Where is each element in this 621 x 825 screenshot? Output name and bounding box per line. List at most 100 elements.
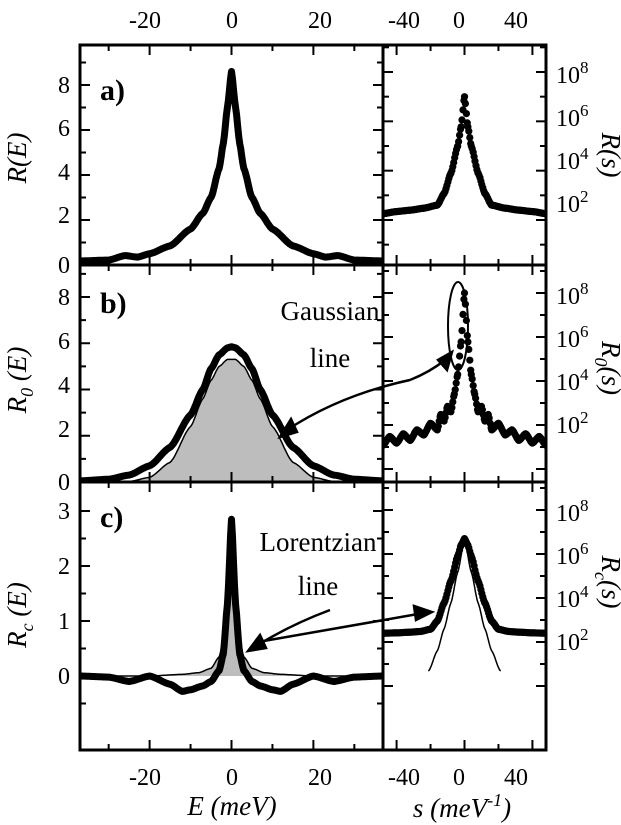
- fit-line: [428, 537, 501, 672]
- svg-text:104: 104: [556, 582, 589, 613]
- ytick-label-a: 0: [58, 253, 70, 279]
- log-tick-labels-b: 108 106 104 102: [556, 279, 589, 439]
- ytick-label-c: 2: [58, 554, 70, 580]
- y-axis-title-c-right: Rc(s): [591, 555, 621, 609]
- lorentzian-arrowhead-right: [412, 604, 436, 622]
- data-point: [455, 138, 463, 146]
- panel-c-right-plot: [383, 535, 546, 672]
- plot-area: [80, 68, 546, 695]
- ytick-label-b: 8: [58, 285, 70, 311]
- svg-text:104: 104: [556, 144, 589, 175]
- data-line: [80, 343, 383, 482]
- svg-text:108: 108: [556, 58, 589, 89]
- data-point: [451, 386, 459, 394]
- y-axis-title-a-right: R(s): [596, 132, 621, 178]
- svg-text:102: 102: [556, 408, 589, 439]
- gaussian-arrowhead-right: [436, 349, 455, 373]
- data-point: [469, 382, 477, 390]
- bottom-xtick-label: -20: [129, 765, 161, 791]
- svg-text:108: 108: [556, 279, 589, 310]
- panel-label-b: b): [100, 287, 127, 320]
- ytick-label-b: 2: [58, 417, 70, 443]
- y-axis-title-a-left: R(E): [2, 133, 32, 185]
- data-point: [465, 127, 473, 135]
- top-xtick-label: 0: [226, 8, 238, 34]
- annotation-lorentzian: Lorentzian: [260, 527, 377, 557]
- x-axis-title-left: E (meV): [186, 791, 276, 821]
- bottom-xtick-label: 40: [504, 765, 528, 791]
- data-point: [459, 310, 467, 318]
- gaussian-arrow-left: [286, 378, 411, 432]
- data-point: [468, 375, 476, 383]
- data-point: [457, 123, 465, 131]
- annotation-gaussian-line: line: [310, 343, 351, 373]
- panel-a-right-plot: [383, 93, 546, 218]
- panel-c-left-plot: [80, 515, 383, 695]
- y-axis-title-c-left: Rc (E): [2, 582, 37, 649]
- svg-text:104: 104: [556, 365, 589, 396]
- panel-a-left-plot: [80, 68, 383, 265]
- data-point: [454, 370, 462, 378]
- top-xtick-label: -40: [388, 8, 420, 34]
- svg-text:108: 108: [556, 496, 589, 527]
- gaussian-highlight-ellipse: [447, 281, 469, 371]
- data-point: [458, 327, 466, 335]
- annotation-lorentzian-line: line: [298, 571, 339, 601]
- data-point: [448, 404, 456, 412]
- svg-text:102: 102: [556, 187, 589, 218]
- svg-text:102: 102: [556, 625, 589, 656]
- ytick-label-b: 0: [58, 470, 70, 496]
- bottom-xtick-label: 0: [226, 765, 238, 791]
- top-xtick-label: 40: [504, 8, 528, 34]
- bottom-xtick-label: 0: [453, 765, 465, 791]
- ytick-label-a: 6: [58, 116, 70, 142]
- data-point: [456, 352, 464, 360]
- data-point: [462, 110, 470, 118]
- y-axis-title-b-right: R0(s): [591, 340, 621, 395]
- svg-text:106: 106: [556, 539, 589, 570]
- ytick-label-a: 8: [58, 73, 70, 99]
- svg-text:106: 106: [556, 101, 589, 132]
- lorentzian-arrow-right: [257, 612, 419, 644]
- annotation-gaussian: Gaussian: [281, 296, 380, 326]
- gaussian-arrowhead-left: [277, 416, 299, 440]
- data-point: [466, 356, 474, 364]
- tick-marks: [80, 45, 546, 750]
- ytick-label-c: 0: [58, 664, 70, 690]
- data-line: [80, 515, 383, 695]
- ytick-label-a: 4: [58, 160, 70, 186]
- top-xtick-label: -20: [129, 8, 161, 34]
- log-tick-labels-a: 108 106 104 102: [556, 58, 589, 218]
- fill-area: [80, 359, 383, 482]
- panel-b-right-plot: [383, 289, 546, 449]
- x-axis-title-right: s (meV-1): [413, 790, 511, 823]
- y-axis-title-b-left: R0 (E): [2, 347, 37, 415]
- data-point: [449, 398, 457, 406]
- fill-area: [80, 524, 383, 676]
- bottom-xtick-label: 20: [308, 765, 332, 791]
- data-point: [466, 134, 474, 142]
- bottom-xtick-label: -40: [388, 765, 420, 791]
- data-point: [456, 131, 464, 139]
- arrows: [245, 281, 469, 653]
- top-xtick-label: 0: [453, 8, 465, 34]
- panel-label-c: c): [100, 501, 123, 534]
- data-point: [460, 93, 469, 101]
- ytick-label-c: 3: [58, 499, 70, 525]
- data-line: [80, 68, 383, 265]
- ytick-label-c: 1: [58, 609, 70, 635]
- svg-text:106: 106: [556, 322, 589, 353]
- ytick-label-b: 4: [58, 373, 70, 399]
- log-tick-labels-c: 108 106 104 102: [556, 496, 589, 656]
- data-point: [472, 394, 480, 402]
- data-point: [458, 116, 466, 124]
- data-point: [461, 100, 469, 108]
- data-point: [457, 338, 465, 346]
- panel-label-a: a): [100, 74, 125, 107]
- lorentzian-arrowhead-left: [245, 632, 268, 653]
- top-xtick-label: 20: [308, 8, 332, 34]
- ytick-label-b: 6: [58, 329, 70, 355]
- ytick-label-a: 2: [58, 203, 70, 229]
- data-point: [452, 379, 460, 387]
